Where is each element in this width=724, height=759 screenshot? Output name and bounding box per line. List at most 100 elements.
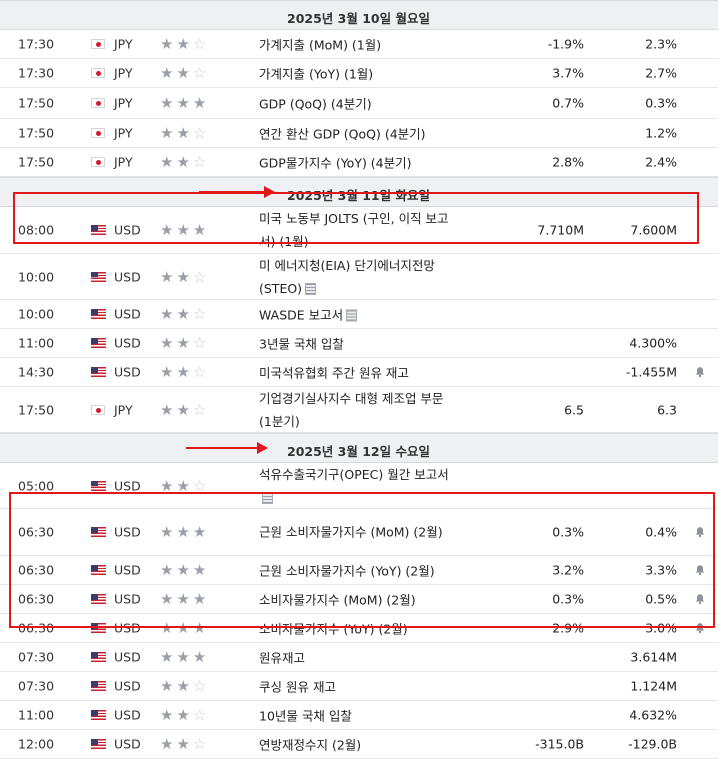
event-name[interactable]: 미국석유협회 주간 원유 재고 bbox=[259, 363, 409, 382]
alert-bell-icon[interactable] bbox=[694, 366, 706, 378]
importance-stars: ★★★ bbox=[160, 648, 209, 666]
star-empty-icon: ☆ bbox=[192, 735, 210, 753]
event-row[interactable]: 17:50 JPY ★★★ GDP (QoQ) (4분기) 0.7% 0.3% bbox=[0, 88, 718, 119]
event-row[interactable]: 07:30 USD ★★☆ 쿠싱 원유 재고 1.124M bbox=[0, 672, 718, 701]
event-name[interactable]: 가계지출 (MoM) (1월) bbox=[259, 35, 381, 54]
us-flag-icon bbox=[91, 710, 106, 720]
event-name[interactable]: 근원 소비자물가지수 (YoY) (2월) bbox=[259, 561, 435, 580]
importance-stars: ★★☆ bbox=[160, 267, 210, 286]
importance-stars: ★★☆ bbox=[160, 305, 210, 323]
event-name-text: 가계지출 (MoM) (1월) bbox=[259, 37, 382, 53]
star-filled-icon: ★ bbox=[192, 94, 210, 112]
star-filled-icon: ★ bbox=[176, 124, 193, 142]
star-filled-icon: ★ bbox=[160, 648, 177, 666]
star-filled-icon: ★ bbox=[160, 267, 177, 286]
star-filled-icon: ★ bbox=[160, 400, 177, 419]
event-name[interactable]: 가계지출 (YoY) (1월) bbox=[259, 64, 373, 83]
event-name[interactable]: 기업경기실사지수 대형 제조업 부문 (1분기) bbox=[259, 387, 459, 433]
us-flag-icon bbox=[91, 367, 106, 377]
currency-code: USD bbox=[114, 736, 141, 752]
alert-bell-icon[interactable] bbox=[694, 526, 706, 538]
event-name[interactable]: WASDE 보고서 bbox=[259, 305, 358, 324]
event-name[interactable]: 원유재고 bbox=[259, 648, 305, 667]
event-name[interactable]: 연방재정수지 (2월) bbox=[259, 735, 361, 754]
alert-bell-icon[interactable] bbox=[694, 564, 706, 576]
event-row[interactable]: 05:00 USD ★★☆ 석유수출국기구(OPEC) 월간 보고서 bbox=[0, 463, 718, 509]
event-name-text: 미국 노동부 JOLTS (구인, 이직 보고서) (1월) bbox=[259, 211, 449, 249]
event-name-text: GDP (QoQ) (4분기) bbox=[259, 96, 372, 112]
importance-stars: ★★☆ bbox=[160, 124, 210, 142]
event-name-text: 근원 소비자물가지수 (YoY) (2월) bbox=[259, 563, 435, 579]
event-name[interactable]: 쿠싱 원유 재고 bbox=[259, 677, 336, 696]
star-filled-icon: ★ bbox=[160, 305, 177, 323]
event-name[interactable]: 석유수출국기구(OPEC) 월간 보고서 bbox=[259, 463, 459, 509]
event-name[interactable]: 10년물 국채 입찰 bbox=[259, 706, 352, 725]
alert-bell-icon[interactable] bbox=[694, 593, 706, 605]
event-row[interactable]: 06:30 USD ★★★ 소비자물가지수 (MoM) (2월) 0.3% 0.5% bbox=[0, 585, 718, 614]
event-name[interactable]: 소비자물가지수 (MoM) (2월) bbox=[259, 590, 416, 609]
forecast-value: 3.3% bbox=[645, 562, 677, 578]
importance-stars: ★★★ bbox=[160, 221, 209, 239]
date-label: 2025년 3월 11일 화요일 bbox=[287, 188, 430, 203]
event-row[interactable]: 08:00 USD ★★★ 미국 노동부 JOLTS (구인, 이직 보고서) (1월… bbox=[0, 207, 718, 254]
alert-bell-icon[interactable] bbox=[694, 622, 706, 634]
event-row[interactable]: 06:30 USD ★★★ 근원 소비자물가지수 (YoY) (2월) 3.2% 3.3% bbox=[0, 556, 718, 585]
us-flag-icon bbox=[91, 480, 106, 491]
importance-stars: ★★☆ bbox=[160, 37, 209, 52]
us-flag-icon bbox=[91, 594, 106, 604]
event-row[interactable]: 10:00 USD ★★☆ WASDE 보고서 bbox=[0, 300, 718, 329]
star-empty-icon: ☆ bbox=[192, 124, 210, 142]
star-empty-icon: ☆ bbox=[192, 267, 210, 286]
event-time: 17:30 bbox=[18, 36, 55, 52]
event-name[interactable]: 연간 환산 GDP (QoQ) (4분기) bbox=[259, 124, 426, 143]
us-flag-icon bbox=[91, 681, 106, 691]
importance-stars: ★★☆ bbox=[160, 735, 210, 753]
event-name[interactable]: 미 에너지청(EIA) 단기에너지전망(STEO) bbox=[259, 254, 459, 300]
event-name[interactable]: 소비자물가지수 (YoY) (2월) bbox=[259, 619, 408, 638]
actual-value: 2.9% bbox=[552, 620, 584, 636]
event-row[interactable]: 11:00 USD ★★☆ 3년물 국채 입찰 4.300% bbox=[0, 329, 718, 358]
event-name[interactable]: 미국 노동부 JOLTS (구인, 이직 보고서) (1월) bbox=[259, 207, 459, 253]
event-name[interactable]: 3년물 국채 입찰 bbox=[259, 334, 344, 353]
event-row[interactable]: 17:30 JPY ★★☆ 가계지출 (YoY) (1월) 3.7% 2.7% bbox=[0, 59, 718, 88]
event-time: 12:00 bbox=[18, 736, 55, 752]
star-filled-icon: ★ bbox=[176, 221, 193, 239]
event-time: 17:50 bbox=[18, 402, 55, 417]
event-name-text: 미국석유협회 주간 원유 재고 bbox=[259, 365, 409, 381]
event-row[interactable]: 10:00 USD ★★☆ 미 에너지청(EIA) 단기에너지전망(STEO) bbox=[0, 254, 718, 300]
star-filled-icon: ★ bbox=[176, 677, 193, 695]
event-name-text: 쿠싱 원유 재고 bbox=[259, 679, 336, 695]
event-name[interactable]: GDP (QoQ) (4분기) bbox=[259, 94, 372, 113]
star-filled-icon: ★ bbox=[176, 64, 193, 82]
document-icon[interactable] bbox=[305, 282, 317, 295]
event-row[interactable]: 12:00 USD ★★☆ 연방재정수지 (2월) -315.0B -129.0B bbox=[0, 730, 718, 759]
event-row[interactable]: 11:00 USD ★★☆ 10년물 국채 입찰 4.632% bbox=[0, 701, 718, 730]
currency-code: JPY bbox=[114, 125, 133, 141]
event-time: 11:00 bbox=[18, 335, 55, 351]
event-name[interactable]: GDP물가지수 (YoY) (4분기) bbox=[259, 153, 412, 172]
event-name-text: 3년물 국채 입찰 bbox=[259, 336, 344, 352]
forecast-value: 7.600M bbox=[630, 222, 677, 238]
event-row[interactable]: 17:50 JPY ★★☆ 기업경기실사지수 대형 제조업 부문 (1분기) 6.5 6.… bbox=[0, 387, 718, 433]
event-row[interactable]: 17:50 JPY ★★☆ GDP물가지수 (YoY) (4분기) 2.8% 2.4% bbox=[0, 148, 718, 177]
document-icon[interactable] bbox=[262, 491, 273, 504]
importance-stars: ★★☆ bbox=[160, 64, 209, 82]
event-row[interactable]: 06:30 USD ★★★ 근원 소비자물가지수 (MoM) (2월) 0.3% 0.4% bbox=[0, 509, 718, 556]
event-row[interactable]: 06:30 USD ★★★ 소비자물가지수 (YoY) (2월) 2.9% 3.0% bbox=[0, 614, 718, 643]
event-row[interactable]: 17:50 JPY ★★☆ 연간 환산 GDP (QoQ) (4분기) 1.2% bbox=[0, 119, 718, 148]
event-row[interactable]: 07:30 USD ★★★ 원유재고 3.614M bbox=[0, 643, 718, 672]
forecast-value: 0.5% bbox=[645, 591, 677, 607]
event-name[interactable]: 근원 소비자물가지수 (MoM) (2월) bbox=[259, 521, 459, 544]
event-row[interactable]: 14:30 USD ★★☆ 미국석유협회 주간 원유 재고 -1.455M bbox=[0, 358, 718, 387]
actual-value: 3.2% bbox=[552, 562, 584, 578]
actual-value: 0.3% bbox=[552, 524, 584, 540]
importance-stars: ★★★ bbox=[160, 94, 210, 112]
document-icon[interactable] bbox=[346, 309, 358, 322]
currency-code: USD bbox=[114, 649, 141, 665]
event-row[interactable]: 17:30 JPY ★★☆ 가계지출 (MoM) (1월) -1.9% 2.3% bbox=[0, 30, 718, 59]
star-empty-icon: ☆ bbox=[192, 305, 210, 323]
importance-stars: ★★☆ bbox=[160, 708, 209, 723]
star-filled-icon: ★ bbox=[176, 619, 193, 637]
event-name-text: WASDE 보고서 bbox=[259, 307, 344, 323]
